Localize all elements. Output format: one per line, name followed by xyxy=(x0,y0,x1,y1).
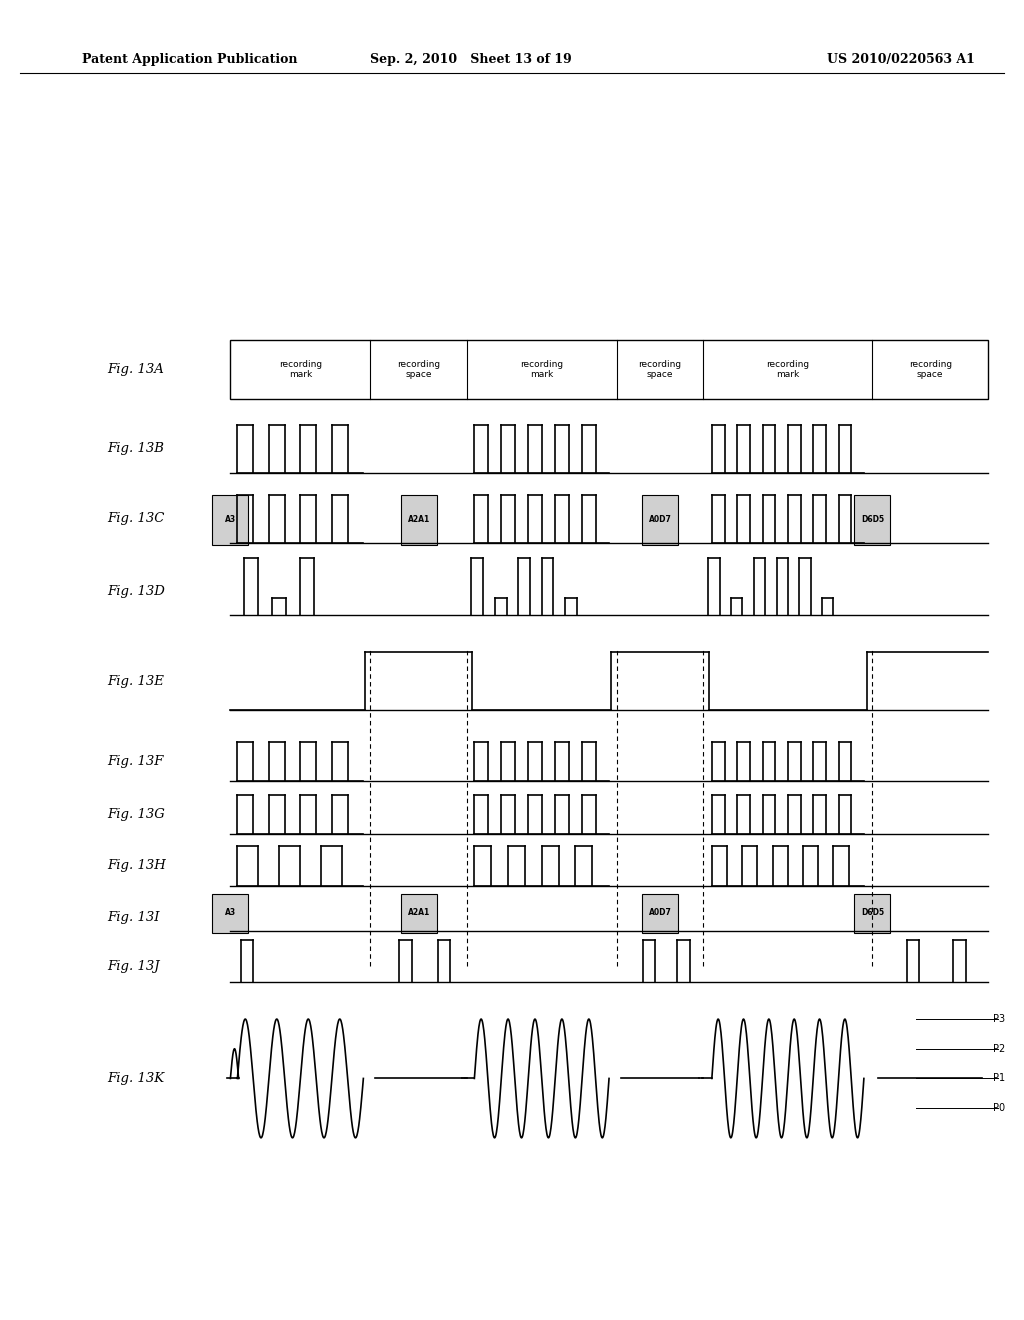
Text: A0D7: A0D7 xyxy=(648,515,672,524)
Text: Fig. 13K: Fig. 13K xyxy=(108,1072,165,1085)
Text: Fig. 13F: Fig. 13F xyxy=(108,755,164,768)
Text: Fig. 13A: Fig. 13A xyxy=(108,363,165,376)
Text: Patent Application Publication: Patent Application Publication xyxy=(82,53,297,66)
Text: Fig. 13E: Fig. 13E xyxy=(108,675,165,688)
Bar xyxy=(642,495,678,545)
Text: Fig. 13J: Fig. 13J xyxy=(108,960,160,973)
Text: A3: A3 xyxy=(225,908,236,917)
Text: Fig. 13B: Fig. 13B xyxy=(108,442,165,455)
Bar xyxy=(213,495,249,545)
Text: recording
mark: recording mark xyxy=(279,360,322,379)
Text: A3: A3 xyxy=(225,515,236,524)
Text: A2A1: A2A1 xyxy=(408,908,430,917)
Bar xyxy=(854,495,890,545)
Bar xyxy=(230,339,988,399)
Bar xyxy=(642,894,678,933)
Text: P3: P3 xyxy=(993,1014,1006,1024)
Text: Fig. 13D: Fig. 13D xyxy=(108,585,166,598)
Text: Fig. 13G: Fig. 13G xyxy=(108,808,166,821)
Text: recording
mark: recording mark xyxy=(520,360,563,379)
Text: Sep. 2, 2010   Sheet 13 of 19: Sep. 2, 2010 Sheet 13 of 19 xyxy=(370,53,572,66)
Text: D6D5: D6D5 xyxy=(861,908,884,917)
Text: recording
space: recording space xyxy=(397,360,440,379)
Bar xyxy=(400,495,436,545)
Text: A2A1: A2A1 xyxy=(408,515,430,524)
Text: P1: P1 xyxy=(993,1073,1006,1084)
Text: US 2010/0220563 A1: US 2010/0220563 A1 xyxy=(827,53,975,66)
Text: P0: P0 xyxy=(993,1104,1006,1113)
Text: recording
mark: recording mark xyxy=(766,360,809,379)
Text: A0D7: A0D7 xyxy=(648,908,672,917)
Text: Fig. 13H: Fig. 13H xyxy=(108,859,166,873)
Bar xyxy=(213,894,249,933)
Text: Fig. 13C: Fig. 13C xyxy=(108,512,165,525)
Text: P2: P2 xyxy=(993,1044,1006,1053)
Text: D6D5: D6D5 xyxy=(861,515,884,524)
Text: Fig. 13I: Fig. 13I xyxy=(108,911,160,924)
Bar xyxy=(400,894,436,933)
Text: recording
space: recording space xyxy=(908,360,951,379)
Text: recording
space: recording space xyxy=(638,360,682,379)
Bar xyxy=(854,894,890,933)
